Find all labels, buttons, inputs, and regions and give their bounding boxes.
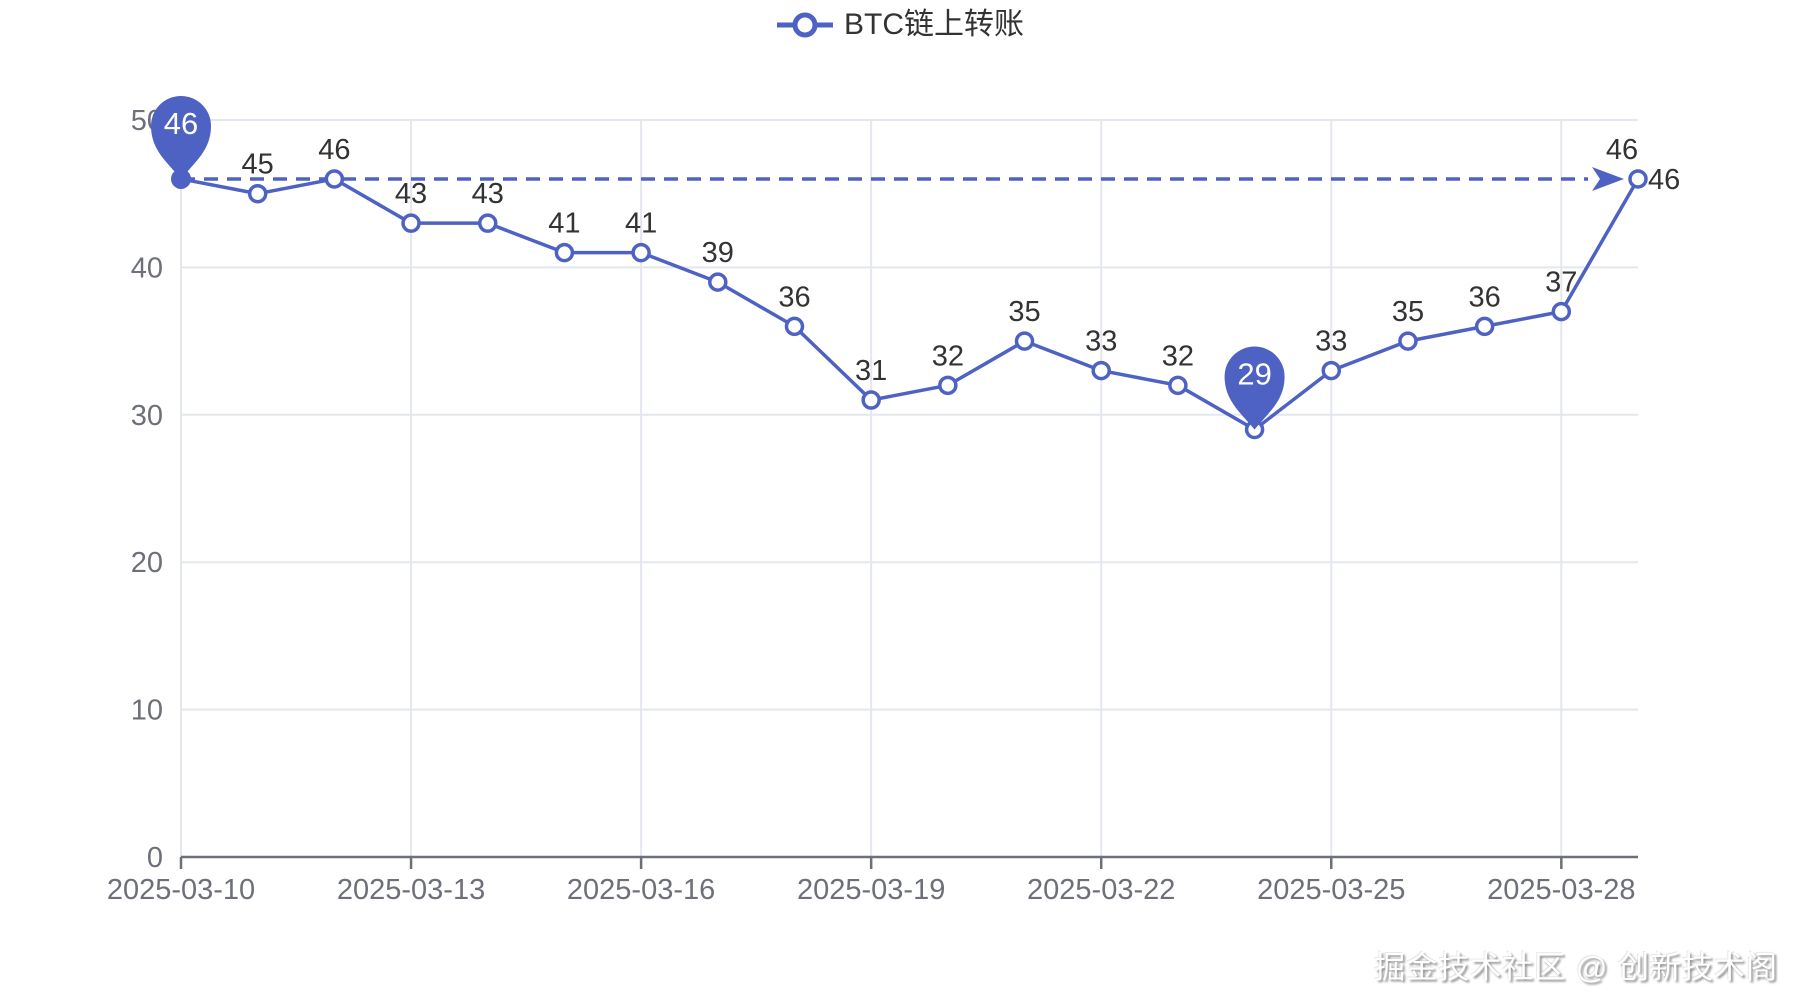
legend-item[interactable]: BTC链上转账 [0, 8, 1800, 42]
data-label: 46 [318, 134, 350, 166]
data-label: 41 [625, 208, 657, 240]
data-label: 43 [395, 178, 427, 210]
x-axis-label: 2025-03-16 [567, 874, 715, 906]
data-label: 41 [548, 208, 580, 240]
min-pin-label: 29 [1237, 357, 1271, 392]
y-axis-label: 20 [131, 547, 163, 579]
data-label: 35 [1392, 296, 1424, 328]
data-label: 36 [778, 281, 810, 313]
data-label: 37 [1545, 267, 1577, 299]
x-axis-label: 2025-03-22 [1027, 874, 1175, 906]
data-point[interactable] [1551, 301, 1572, 322]
data-label: 32 [1162, 340, 1194, 372]
min-pin-marker[interactable] [1224, 346, 1285, 430]
y-axis-label: 40 [131, 252, 163, 284]
legend-line-icon [777, 12, 833, 38]
max-pin-label: 46 [164, 106, 198, 141]
data-point[interactable] [1091, 360, 1111, 381]
legend-label: BTC链上转账 [844, 8, 1024, 41]
data-point[interactable] [324, 169, 345, 189]
data-point[interactable] [784, 316, 805, 337]
y-axis-label: 10 [131, 695, 163, 727]
data-label: 31 [855, 355, 887, 387]
x-axis-label: 2025-03-10 [107, 874, 255, 906]
data-label: 36 [1468, 281, 1500, 313]
data-point[interactable] [1321, 360, 1342, 381]
series-line [180, 177, 1640, 432]
x-axis-label: 2025-03-13 [337, 874, 485, 906]
x-axis-label: 2025-03-19 [797, 874, 945, 906]
x-axis-label: 2025-03-25 [1257, 874, 1405, 906]
data-point[interactable] [1628, 169, 1648, 189]
data-label: 35 [1008, 296, 1040, 328]
data-label: 43 [472, 178, 504, 210]
data-label: 46 [1606, 134, 1638, 166]
max-pin-marker[interactable] [151, 95, 211, 179]
data-point[interactable] [554, 242, 575, 263]
x-axis-label: 2025-03-28 [1487, 874, 1635, 906]
data-point[interactable] [938, 375, 958, 396]
data-point[interactable] [1398, 331, 1418, 351]
data-point[interactable] [1474, 316, 1495, 337]
data-point[interactable] [708, 272, 728, 292]
data-point[interactable] [631, 242, 651, 263]
data-label: 39 [702, 237, 734, 269]
markline-arrow-icon [1592, 166, 1624, 191]
data-label: 32 [932, 340, 964, 372]
data-point[interactable] [1014, 331, 1035, 351]
data-label: 33 [1315, 326, 1347, 358]
data-point[interactable] [401, 213, 421, 233]
y-axis-label: 0 [147, 842, 163, 874]
data-point[interactable] [1168, 375, 1188, 396]
data-label: 45 [242, 149, 274, 181]
data-point[interactable] [861, 390, 881, 410]
data-point[interactable] [477, 213, 498, 233]
data-point[interactable] [247, 183, 268, 204]
data-label: 33 [1085, 326, 1117, 358]
y-axis-label: 30 [131, 400, 163, 432]
markline-label: 46 [1648, 164, 1680, 196]
